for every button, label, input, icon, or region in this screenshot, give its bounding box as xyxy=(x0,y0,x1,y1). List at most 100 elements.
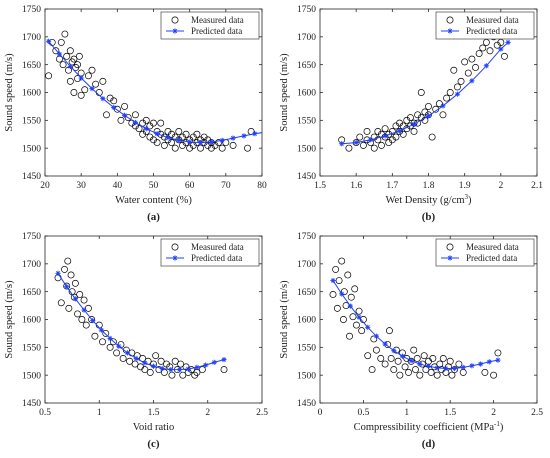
legend-box xyxy=(160,238,260,267)
measured-point xyxy=(370,335,378,343)
measured-point xyxy=(91,332,99,340)
predicted-point xyxy=(495,357,501,363)
measured-point xyxy=(422,366,430,374)
measured-point xyxy=(429,355,437,362)
predicted-point xyxy=(399,353,406,359)
x-tick-label: 1.5 xyxy=(444,408,456,418)
measured-point xyxy=(388,128,396,135)
predicted-point xyxy=(211,359,217,365)
predicted-point xyxy=(241,133,247,139)
measured-point xyxy=(401,363,409,371)
measured-point xyxy=(464,69,472,77)
predicted-point xyxy=(425,113,432,119)
predicted-point xyxy=(67,63,73,69)
measured-point xyxy=(428,133,436,141)
predicted-point xyxy=(78,75,84,81)
predicted-point xyxy=(202,362,209,368)
measured-point xyxy=(439,355,447,362)
measured-point xyxy=(421,116,429,124)
predicted-point xyxy=(417,361,423,367)
y-axis-label: Sound speed (m/s) xyxy=(4,53,15,132)
x-tick-label: 60 xyxy=(185,181,195,191)
plot-area xyxy=(54,257,228,379)
measured-point xyxy=(457,77,465,85)
measured-point xyxy=(124,114,132,122)
measured-point xyxy=(381,125,389,133)
predicted-point xyxy=(124,350,131,356)
measured-point xyxy=(394,357,402,365)
measured-point xyxy=(446,357,454,365)
x-axis-label-superscript: 3 xyxy=(465,193,469,201)
y-tick-label: 1650 xyxy=(22,288,41,298)
predicted-point xyxy=(391,348,397,354)
y-tick-label: 1550 xyxy=(297,117,316,127)
measured-point xyxy=(332,265,340,273)
measured-point xyxy=(494,349,502,357)
predicted-point xyxy=(133,355,139,362)
predicted-point xyxy=(111,104,117,111)
predicted-point xyxy=(451,365,458,372)
y-tick-label: 1500 xyxy=(297,371,316,381)
measured-point xyxy=(80,296,88,304)
x-axis-label-superscript: -1 xyxy=(494,420,500,428)
measured-point xyxy=(126,357,134,365)
measured-point xyxy=(157,357,165,365)
measured-point xyxy=(345,144,353,152)
x-tick-label: 1.5 xyxy=(148,408,160,418)
measured-point xyxy=(102,329,110,337)
measured-point xyxy=(160,141,168,149)
x-tick-label: 70 xyxy=(221,181,231,191)
predicted-point xyxy=(443,365,449,372)
measured-point xyxy=(448,371,456,379)
measured-point xyxy=(497,38,505,46)
x-tick-label: 0.5 xyxy=(357,408,369,418)
measured-point xyxy=(84,72,92,80)
measured-point xyxy=(78,316,86,323)
measured-point xyxy=(177,360,185,368)
y-tick-label: 1550 xyxy=(297,344,316,354)
plot-area xyxy=(329,257,502,379)
x-axis-label: Wet Density (g/cm3) xyxy=(385,193,472,206)
panel-4: 0 0.5 1 1.5 2 2.5 1450 1500 1550 1600 1650 1700 1750… xyxy=(279,232,543,450)
measured-point xyxy=(427,368,435,376)
y-tick-label: 1450 xyxy=(22,399,41,409)
x-tick-label: 1 xyxy=(97,408,102,418)
predicted-point xyxy=(208,139,214,145)
predicted-point xyxy=(185,366,191,372)
measured-point xyxy=(103,111,110,119)
measured-point xyxy=(175,128,183,135)
measured-point xyxy=(450,66,458,74)
predicted-point xyxy=(116,343,122,349)
x-tick-label: 0 xyxy=(318,408,323,418)
predicted-point xyxy=(107,335,113,342)
predicted-point xyxy=(46,38,52,44)
y-tick-label: 1600 xyxy=(297,89,316,99)
measured-point xyxy=(81,86,89,94)
y-tick-label: 1500 xyxy=(22,371,41,381)
measured-point xyxy=(119,355,127,362)
predicted-point xyxy=(339,291,345,297)
measured-point xyxy=(410,346,418,354)
y-tick-label: 1750 xyxy=(22,232,41,242)
measured-point xyxy=(455,360,463,368)
predicted-point xyxy=(142,360,148,366)
predicted-point xyxy=(477,361,484,367)
measured-point xyxy=(52,47,60,55)
measured-point xyxy=(410,128,418,135)
measured-point xyxy=(390,366,398,374)
measured-point xyxy=(356,133,364,141)
measured-point xyxy=(99,77,107,85)
predicted-point xyxy=(454,91,461,97)
measured-point xyxy=(74,61,82,69)
measured-point xyxy=(229,141,237,149)
predicted-point xyxy=(168,367,174,373)
x-tick-label: 1.7 xyxy=(386,181,398,191)
predicted-point xyxy=(347,303,353,309)
predicted-point xyxy=(132,119,139,126)
measured-point xyxy=(351,285,359,293)
measured-point xyxy=(117,116,125,124)
measured-point xyxy=(461,58,469,66)
measured-point xyxy=(368,366,376,374)
measured-point xyxy=(74,310,82,318)
measured-point xyxy=(355,307,363,315)
